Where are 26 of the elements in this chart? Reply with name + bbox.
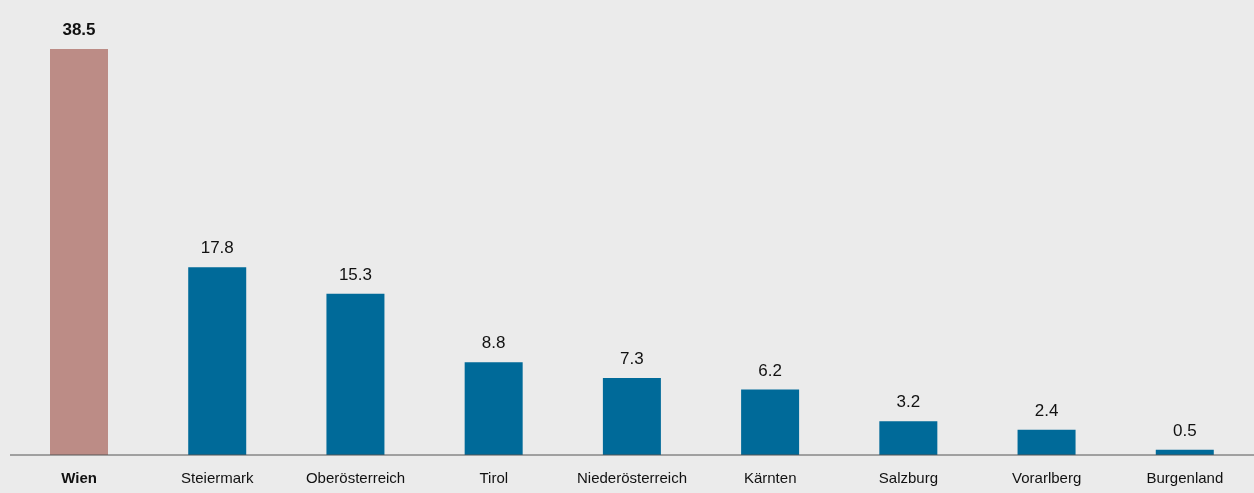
data-label: 3.2 — [896, 392, 921, 412]
bar — [741, 389, 800, 455]
x-tick-label: Burgenland — [1146, 469, 1224, 486]
x-tick-label: Niederösterreich — [576, 469, 688, 486]
bar — [879, 421, 938, 455]
data-label: 0.5 — [1172, 420, 1197, 440]
data-label: 15.3 — [338, 264, 372, 284]
data-label: 17.8 — [200, 238, 234, 258]
x-tick-label: Vorarlberg — [1012, 469, 1082, 486]
x-tick-label: Kärnten — [743, 469, 797, 486]
x-tick-label: Tirol — [479, 469, 509, 486]
data-label: 2.4 — [1034, 400, 1059, 420]
bar — [50, 49, 108, 455]
bar — [464, 362, 523, 455]
data-label: 7.3 — [620, 349, 644, 369]
bar — [326, 293, 385, 455]
data-label: 38.5 — [62, 20, 96, 39]
x-tick-label: Salzburg — [878, 469, 939, 486]
bar — [1017, 429, 1076, 455]
bar — [188, 267, 247, 455]
x-tick-label: Steiermark — [181, 469, 255, 486]
x-tick-label: Wien — [61, 469, 97, 486]
x-tick-label: Oberösterreich — [305, 469, 406, 486]
data-label: 8.8 — [481, 333, 506, 353]
data-label: 6.2 — [758, 360, 782, 380]
bar — [602, 378, 661, 455]
